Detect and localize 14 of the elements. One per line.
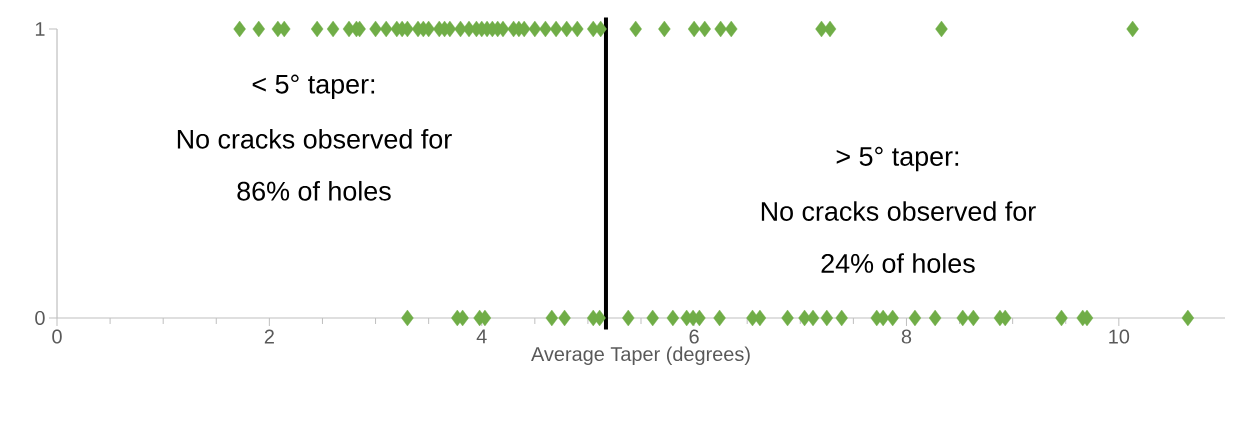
- x-tick-label: 0: [52, 329, 62, 344]
- x-tick-label: 2: [264, 329, 274, 344]
- x-tick-label: 10: [1109, 329, 1130, 344]
- y-tick-label: 1: [35, 22, 45, 36]
- x-tick-label: 4: [476, 329, 487, 344]
- annotation: No cracks observed for: [761, 201, 1036, 221]
- annotation: 86% of holes: [237, 180, 391, 201]
- annotation: 24% of holes: [821, 253, 975, 273]
- annotation: < 5° taper:: [252, 74, 375, 99]
- x-tick-label: 8: [901, 329, 912, 344]
- annotation: No cracks observed for: [177, 128, 452, 149]
- x-tick-label: 6: [689, 329, 699, 344]
- annotation: > 5° taper:: [836, 146, 959, 172]
- x-axis-title: Average Taper (degrees): [531, 346, 750, 366]
